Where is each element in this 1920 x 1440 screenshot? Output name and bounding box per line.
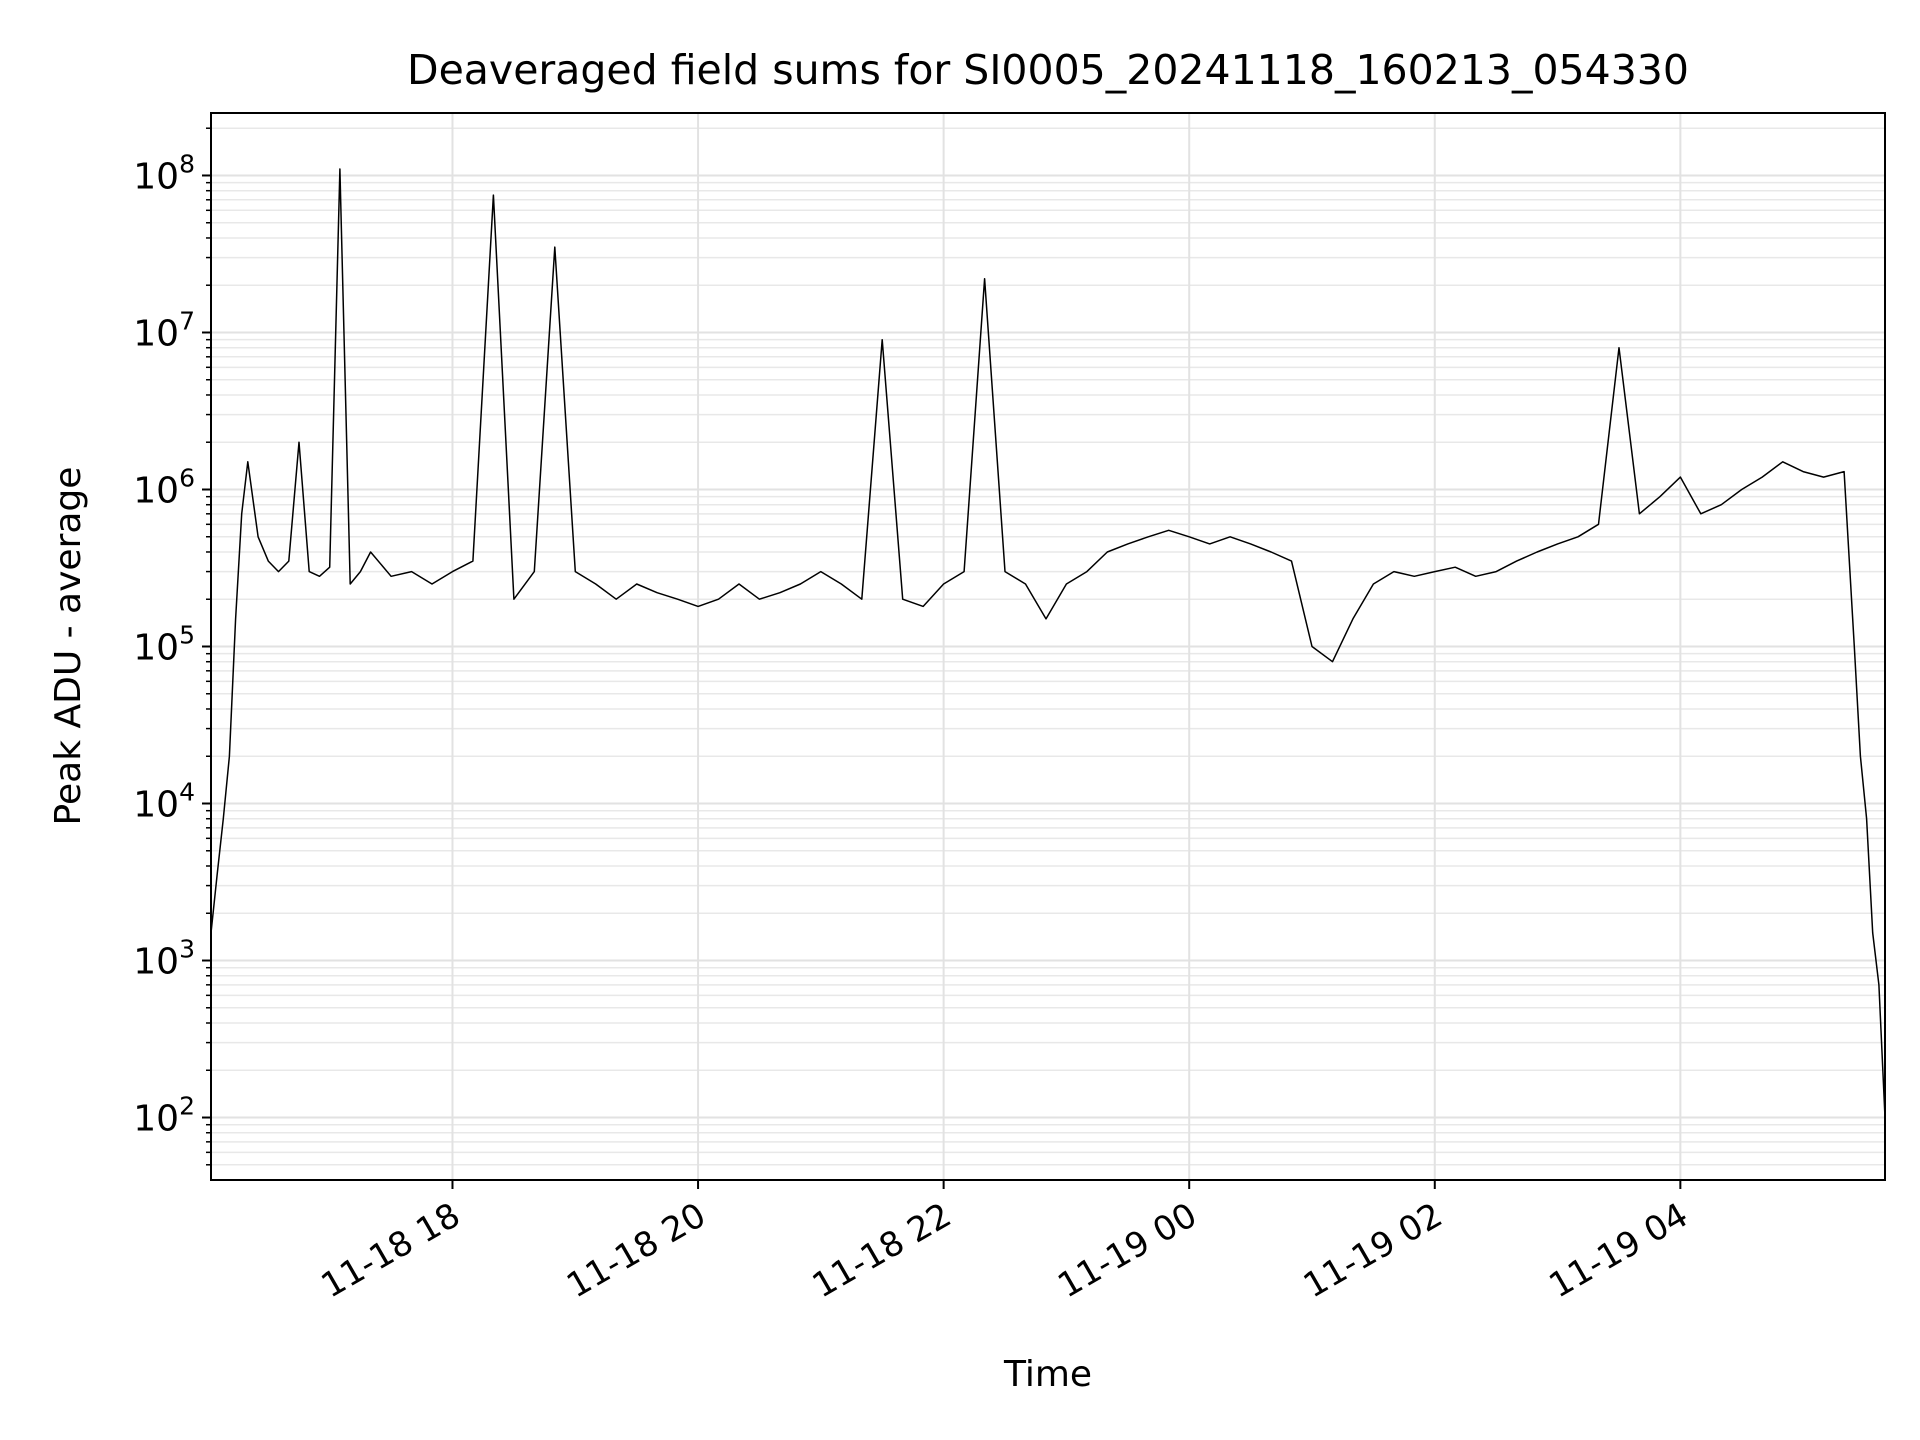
grid bbox=[211, 113, 1885, 1180]
y-tick-label: 104 bbox=[133, 778, 195, 826]
y-tick-label: 103 bbox=[133, 935, 195, 983]
chart-title: Deaveraged field sums for SI0005_2024111… bbox=[407, 46, 1689, 94]
x-axis-label: Time bbox=[1003, 1354, 1092, 1395]
y-tick-label: 108 bbox=[133, 149, 195, 197]
series-layer bbox=[210, 168, 1886, 1118]
series-line bbox=[210, 168, 1886, 1118]
y-axis-label: Peak ADU - average bbox=[48, 467, 89, 826]
